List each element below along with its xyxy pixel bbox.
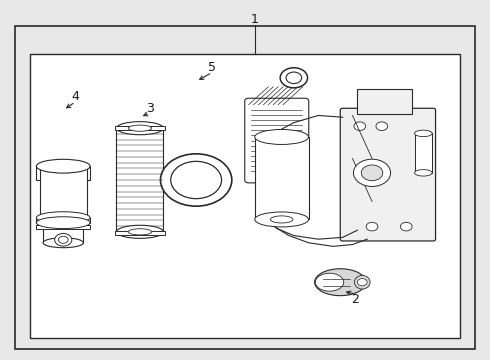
- Bar: [36, 218, 90, 223]
- Ellipse shape: [128, 229, 152, 235]
- Bar: [115, 126, 165, 130]
- Ellipse shape: [415, 130, 432, 136]
- Circle shape: [366, 222, 378, 231]
- Ellipse shape: [316, 273, 343, 291]
- Ellipse shape: [160, 154, 232, 206]
- Ellipse shape: [117, 225, 163, 238]
- Ellipse shape: [36, 217, 90, 229]
- Bar: [36, 225, 90, 229]
- Bar: [357, 89, 412, 114]
- Text: 5: 5: [208, 60, 216, 73]
- Ellipse shape: [255, 130, 309, 144]
- Bar: [36, 166, 90, 180]
- Circle shape: [354, 122, 366, 131]
- FancyBboxPatch shape: [340, 108, 436, 241]
- Bar: [117, 128, 163, 232]
- Ellipse shape: [36, 159, 90, 173]
- Bar: [40, 167, 87, 225]
- Bar: [30, 54, 460, 338]
- Text: 4: 4: [72, 90, 79, 103]
- Ellipse shape: [255, 212, 309, 227]
- Ellipse shape: [36, 212, 90, 224]
- Ellipse shape: [353, 159, 391, 186]
- Ellipse shape: [117, 122, 163, 135]
- Ellipse shape: [43, 238, 83, 248]
- Ellipse shape: [286, 72, 302, 84]
- Bar: [115, 231, 165, 235]
- Ellipse shape: [280, 68, 308, 88]
- Ellipse shape: [128, 125, 152, 131]
- Text: 1: 1: [251, 13, 259, 26]
- Ellipse shape: [415, 170, 432, 176]
- Circle shape: [400, 222, 412, 231]
- Ellipse shape: [357, 279, 367, 286]
- Bar: [43, 224, 83, 243]
- Ellipse shape: [354, 275, 370, 289]
- Bar: [255, 137, 309, 220]
- Ellipse shape: [270, 216, 293, 223]
- FancyBboxPatch shape: [245, 98, 309, 183]
- Ellipse shape: [171, 161, 221, 199]
- Ellipse shape: [361, 165, 383, 181]
- Ellipse shape: [55, 234, 72, 246]
- Bar: [415, 134, 432, 173]
- Ellipse shape: [58, 236, 68, 243]
- Ellipse shape: [315, 269, 366, 296]
- Text: 2: 2: [351, 293, 359, 306]
- Text: 3: 3: [146, 102, 154, 115]
- Circle shape: [376, 122, 388, 131]
